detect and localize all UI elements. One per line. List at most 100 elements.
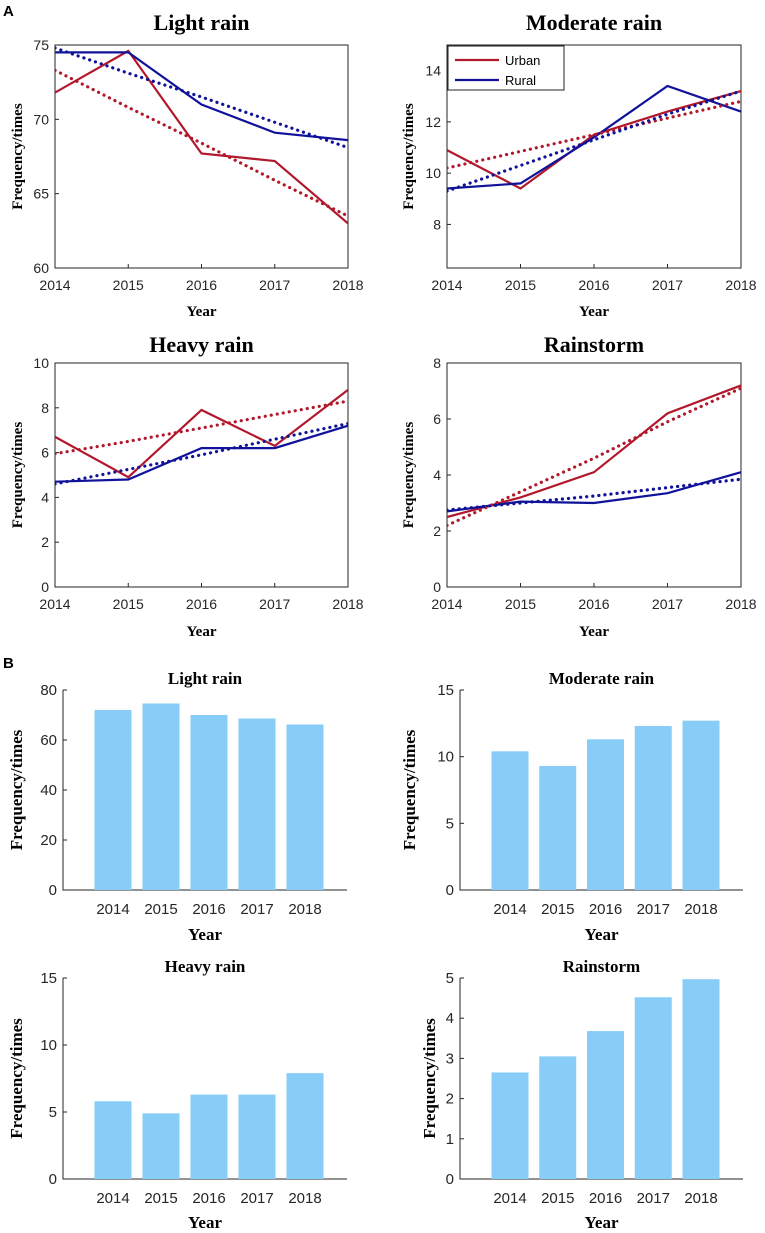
x-axis-label: Year <box>187 304 217 320</box>
y-tick-label: 12 <box>425 114 441 130</box>
x-tick-label: 2018 <box>288 1190 321 1207</box>
x-tick-label: 2014 <box>96 1190 129 1207</box>
bar-2015 <box>539 766 577 890</box>
x-tick-label: 2015 <box>144 901 177 918</box>
bar-2018 <box>286 724 324 890</box>
y-tick-label: 2 <box>446 1091 454 1108</box>
x-tick-label: 2016 <box>578 277 609 293</box>
y-axis-label: Frequency/times <box>10 422 26 529</box>
chart-7: Heavy rain 0 5 10 15 Year Frequency/times 2014 2… <box>7 957 347 1232</box>
rural-series-line <box>55 51 348 142</box>
axes-frame <box>54 44 349 269</box>
y-tick-label: 15 <box>40 970 57 987</box>
chart-title: Moderate rain <box>549 669 655 688</box>
legend: Urban Rural <box>447 45 565 91</box>
bar-2017 <box>634 997 672 1179</box>
y-axis-label: Frequency/times <box>420 1018 439 1139</box>
x-tick-label: 2017 <box>652 277 683 293</box>
y-axis-label: Frequency/times <box>10 103 26 210</box>
y-tick-label: 40 <box>40 782 57 799</box>
y-tick-label: 2 <box>41 534 49 550</box>
y-tick-label: 70 <box>33 111 49 127</box>
x-tick-label: 2014 <box>431 596 462 612</box>
y-tick-label: 6 <box>433 411 441 427</box>
bar-2016 <box>587 1031 624 1179</box>
y-tick-label: 4 <box>433 467 441 483</box>
rural-trend-line <box>447 477 741 512</box>
y-tick-label: 20 <box>40 832 57 849</box>
x-axis-label: Year <box>585 925 619 944</box>
x-tick-label: 2017 <box>637 901 670 918</box>
x-tick-label: 2016 <box>589 1190 622 1207</box>
y-tick-label: 4 <box>446 1010 454 1027</box>
x-tick-label: 2015 <box>113 596 144 612</box>
x-axis-label: Year <box>579 624 609 640</box>
chart-title: Light rain <box>154 10 250 35</box>
bar-2014 <box>491 1072 529 1179</box>
x-tick-label: 2016 <box>589 901 622 918</box>
chart-6: Moderate rain 0 5 10 15 Year Frequency/times 20… <box>400 669 743 944</box>
y-tick-label: 5 <box>49 1104 57 1121</box>
urban-trend-line <box>447 386 741 528</box>
y-tick-label: 0 <box>49 1171 57 1188</box>
y-axis-label: Frequency/times <box>401 103 417 210</box>
series-group <box>447 84 741 193</box>
axes-frame <box>54 362 349 588</box>
legend-label-rural: Rural <box>505 73 536 88</box>
bar-2015 <box>142 1113 180 1179</box>
panel-label-b: B <box>3 655 14 672</box>
x-tick-label: 2018 <box>288 901 321 918</box>
urban-series-line <box>447 90 741 190</box>
y-tick-label: 0 <box>49 882 57 899</box>
rural-series-line <box>447 84 741 190</box>
x-tick-label: 2016 <box>186 277 217 293</box>
charts: Light rain60657075YearFrequency/times201… <box>7 10 757 1232</box>
series-group <box>447 384 741 528</box>
x-tick-label: 2014 <box>39 277 70 293</box>
bar-2015 <box>539 1056 577 1179</box>
x-tick-label: 2014 <box>39 596 70 612</box>
x-tick-label: 2015 <box>113 277 144 293</box>
x-tick-label: 2017 <box>259 277 290 293</box>
x-tick-label: 2018 <box>684 1190 717 1207</box>
x-axis-label: Year <box>188 1213 222 1232</box>
y-tick-label: 1 <box>446 1131 454 1148</box>
urban-series-line <box>55 49 348 225</box>
chart-title: Light rain <box>168 669 243 688</box>
x-tick-label: 2016 <box>578 596 609 612</box>
chart-title: Heavy rain <box>165 957 246 976</box>
x-axis-label: Year <box>579 304 609 320</box>
x-tick-label: 2015 <box>505 596 536 612</box>
urban-trend-line <box>55 399 348 456</box>
x-tick-label: 2017 <box>240 901 273 918</box>
y-tick-label: 75 <box>33 37 49 53</box>
y-tick-label: 8 <box>41 400 49 416</box>
y-tick-label: 10 <box>40 1037 57 1054</box>
bar-2018 <box>682 720 720 890</box>
x-tick-label: 2015 <box>505 277 536 293</box>
urban-trend-line <box>55 68 348 218</box>
x-tick-label: 2017 <box>652 596 683 612</box>
legend-label-urban: Urban <box>505 53 540 68</box>
x-tick-label: 2017 <box>240 1190 273 1207</box>
bar-2018 <box>286 1073 324 1179</box>
chart-2: Moderate rain 8 10 12 14 Year Frequency/times 2… <box>401 10 757 320</box>
urban-series-line <box>55 389 348 479</box>
axes-frame <box>446 362 742 588</box>
bar-2015 <box>142 703 180 890</box>
y-tick-label: 0 <box>41 579 49 595</box>
series-group <box>55 46 348 225</box>
bar-2017 <box>238 718 276 890</box>
y-tick-label: 80 <box>40 682 57 699</box>
urban-trend-line <box>447 99 741 170</box>
chart-1: Light rain 60 65 70 75 Year Frequency/times 201… <box>10 10 364 320</box>
chart-title: Heavy rain <box>149 332 254 357</box>
chart-4: Rainstorm 0 2 4 6 8 Year Frequency/times 2014 201… <box>401 332 757 640</box>
bar-2016 <box>190 1094 228 1179</box>
x-tick-label: 2014 <box>493 901 526 918</box>
y-tick-label: 0 <box>446 882 454 899</box>
chart-title: Rainstorm <box>544 332 644 357</box>
x-tick-label: 2015 <box>541 901 574 918</box>
x-tick-label: 2017 <box>259 596 290 612</box>
